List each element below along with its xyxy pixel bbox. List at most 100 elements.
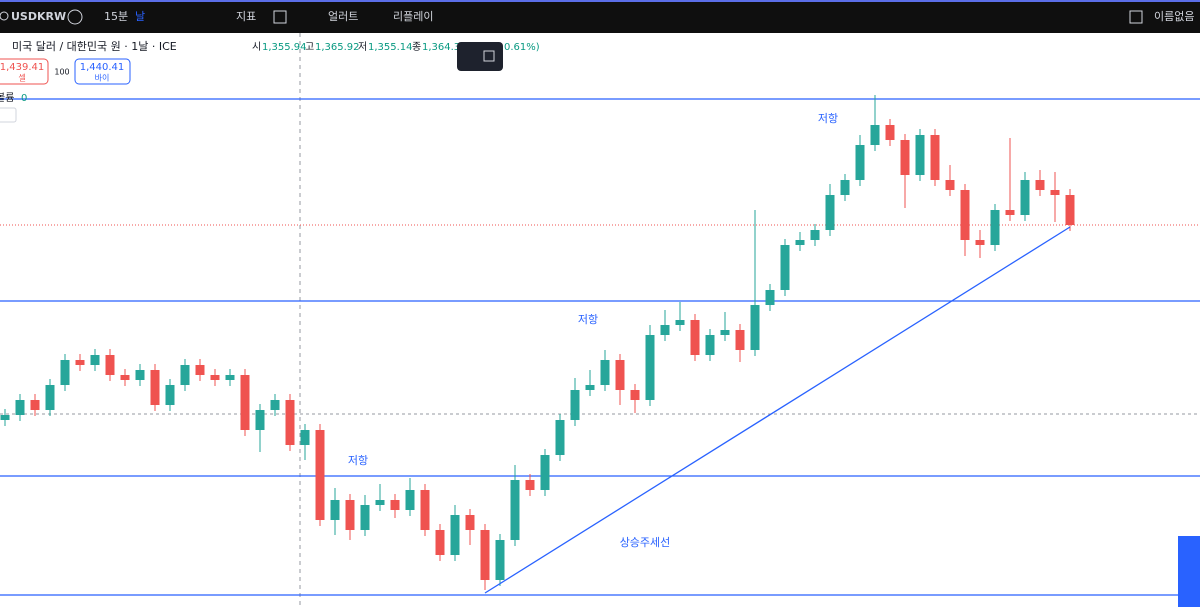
- candle-body: [1005, 210, 1015, 215]
- candle-body: [420, 490, 430, 530]
- close: 1,364.3: [422, 42, 460, 53]
- candle-body: [180, 365, 190, 385]
- alert[interactable]: 얼러트: [328, 9, 358, 23]
- candle-body: [390, 500, 400, 510]
- candle-body: [105, 355, 115, 375]
- plot: [0, 95, 1200, 596]
- candle-body: [570, 390, 580, 420]
- toolbar: [0, 0, 1200, 33]
- candle-body: [1050, 190, 1060, 195]
- candle-body: [630, 390, 640, 400]
- symbol[interactable]: USDKRW: [11, 10, 66, 23]
- high: 1,365.92: [315, 42, 360, 53]
- indicators[interactable]: 지표: [236, 10, 256, 23]
- candle-body: [360, 505, 370, 530]
- candle-body: [510, 480, 520, 540]
- side-panel[interactable]: [1178, 536, 1200, 607]
- candle-body: [375, 500, 385, 505]
- candle-body: [120, 375, 130, 380]
- candle-body: [705, 335, 715, 355]
- candle-body: [0, 415, 10, 420]
- candle-body: [465, 515, 475, 530]
- toolbar-border: [0, 0, 1200, 2]
- candle-body: [690, 320, 700, 355]
- annotation: 저항: [348, 454, 368, 467]
- candle-body: [555, 420, 565, 455]
- candle-body: [90, 355, 100, 365]
- candle-body: [165, 385, 175, 405]
- candle-body: [870, 125, 880, 145]
- candle-body: [915, 135, 925, 175]
- candle-body: [15, 400, 25, 415]
- candle-body: [270, 400, 280, 410]
- candle-body: [300, 430, 310, 445]
- sell-label[interactable]: 셀: [18, 73, 25, 83]
- candle-body: [900, 140, 910, 175]
- sell-price[interactable]: 1,439.41: [0, 62, 44, 73]
- search-icon[interactable]: [0, 11, 9, 21]
- candle-body: [150, 370, 160, 405]
- candle-body: [540, 455, 550, 490]
- annotation: 저항: [578, 313, 598, 326]
- candle-body: [240, 375, 250, 430]
- candle-body: [615, 360, 625, 390]
- checkbox[interactable]: [1129, 10, 1143, 24]
- close-label: 종: [412, 41, 421, 53]
- candle-body: [960, 190, 970, 240]
- candle-body: [1035, 180, 1045, 190]
- annotation: 저항: [818, 112, 838, 125]
- candle-body: [795, 240, 805, 245]
- replay[interactable]: 리플레이: [393, 10, 433, 23]
- candle-body: [600, 360, 610, 385]
- sell-button[interactable]: [0, 58, 49, 85]
- floating-icon[interactable]: [483, 50, 495, 62]
- candle-body: [285, 400, 295, 445]
- candle-body: [75, 360, 85, 365]
- volume: 0: [21, 93, 27, 104]
- candle-body: [585, 385, 595, 390]
- candle-body: [405, 490, 415, 510]
- candle-body: [840, 180, 850, 195]
- legend-title: 미국 달러 / 대한민국 원 · 1날 · ICE: [12, 40, 177, 53]
- annotation: 상승주세선: [620, 536, 671, 549]
- candle-body: [975, 240, 985, 245]
- candle-body: [255, 410, 265, 430]
- candle-body: [810, 230, 820, 240]
- candle-body: [195, 365, 205, 375]
- candle-body: [525, 480, 535, 490]
- layout-name[interactable]: 이름없음: [1154, 10, 1194, 23]
- candle-body: [1065, 195, 1075, 225]
- candle-body: [825, 195, 835, 230]
- low-label: 저: [358, 41, 367, 53]
- candle-body: [435, 530, 445, 555]
- candle-body: [345, 500, 355, 530]
- candle-body: [885, 125, 895, 140]
- candle-body: [990, 210, 1000, 245]
- low: 1,355.14: [368, 42, 413, 53]
- candle-body: [225, 375, 235, 380]
- layout-icon[interactable]: [273, 10, 287, 24]
- candle-body: [210, 375, 220, 380]
- open: 1,355.94: [262, 42, 307, 53]
- floating-toolbar[interactable]: [457, 42, 503, 71]
- interval[interactable]: 15분: [104, 10, 128, 23]
- buy-price[interactable]: 1,440.41: [80, 62, 125, 73]
- spread: 100: [54, 68, 69, 77]
- candle-body: [480, 530, 490, 580]
- add-symbol[interactable]: [67, 9, 83, 25]
- candle-body: [315, 430, 325, 520]
- candle-body: [645, 335, 655, 400]
- collapse-button[interactable]: [0, 107, 17, 123]
- candle-body: [30, 400, 40, 410]
- candle-body: [45, 385, 55, 410]
- candle-body: [1020, 180, 1030, 215]
- buy-label[interactable]: 바이: [95, 73, 110, 83]
- interval-unit[interactable]: 날: [135, 10, 145, 23]
- candle-body: [135, 370, 145, 380]
- candle-body: [765, 290, 775, 305]
- candle-body: [720, 330, 730, 335]
- buy-button[interactable]: [74, 58, 131, 85]
- candle-body: [660, 325, 670, 335]
- open-label: 시: [252, 41, 261, 53]
